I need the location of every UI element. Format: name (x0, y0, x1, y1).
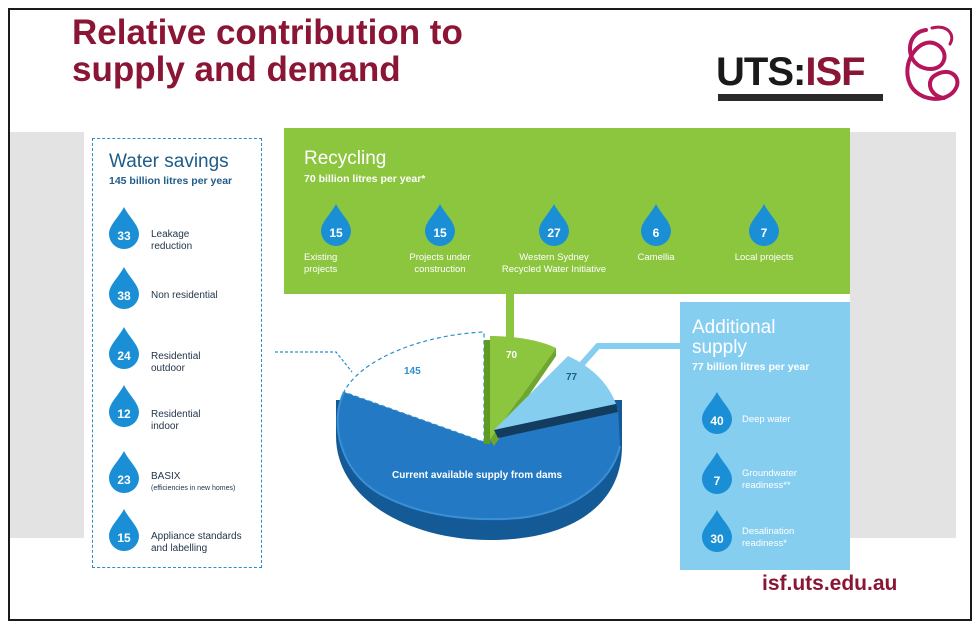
water-drop-icon (109, 207, 139, 249)
savings-label: Appliance standards and labelling (151, 531, 242, 554)
savings-value: 12 (117, 407, 131, 421)
additional-item-desalination: 30 Desalination readiness* (694, 508, 844, 558)
recycling-label: Camellia (637, 252, 675, 263)
recycling-item-local-projects: 7 Local projects (712, 202, 816, 288)
additional-label: Desalination readiness* (742, 526, 795, 549)
water-drop-icon (702, 452, 732, 494)
recycling-item-camellia: 6 Camellia (604, 202, 708, 288)
water-drop-icon (425, 204, 455, 246)
water-savings-title: Water savings (109, 151, 229, 172)
savings-note: (efficiencies in new homes) (151, 485, 236, 492)
savings-value: 24 (117, 349, 131, 363)
savings-item-non-residential: 38 Non residential (107, 265, 257, 315)
savings-value: 23 (117, 473, 131, 487)
dams-label: Current available supply from dams (392, 470, 563, 481)
water-drop-icon (702, 392, 732, 434)
additional-supply-title: Additional supply (692, 317, 776, 358)
logo-isf-text: ISF (805, 50, 865, 94)
logo-tagline-bar (718, 94, 883, 101)
recycling-value: 15 (433, 226, 447, 240)
uts-isf-logo: UTS:ISF (716, 22, 966, 112)
water-drop-icon (109, 385, 139, 427)
additional-supply-panel: Additional supply 77 billion litres per y… (680, 302, 850, 570)
savings-value: 38 (117, 289, 131, 303)
recycling-title: Recycling (304, 148, 387, 169)
additional-value: 40 (710, 414, 724, 428)
title-line-2: supply and demand (72, 50, 401, 89)
water-drop-icon (109, 451, 139, 493)
water-drop-icon (109, 509, 139, 551)
savings-value: 15 (117, 531, 131, 545)
savings-item-appliance-standards: 15 Appliance standards and labelling (107, 507, 257, 557)
recycling-item-existing: 15 Existing projects (284, 202, 388, 288)
savings-label: Residential indoor (151, 409, 201, 432)
water-drop-icon (109, 267, 139, 309)
water-drop-icon (321, 204, 351, 246)
recycling-label: Projects under construction (409, 252, 471, 275)
recycling-item-under-construction: 15 Projects under construction (388, 202, 492, 288)
savings-label: BASIX (efficiencies in new homes) (151, 471, 235, 495)
additional-value: 7 (713, 474, 721, 488)
water-drop-icon (109, 327, 139, 369)
water-drop-icon (539, 204, 569, 246)
savings-value: 33 (117, 229, 131, 243)
savings-pie-value: 145 (404, 366, 421, 377)
savings-item-leakage: 33 Leakage reduction (107, 205, 257, 255)
logo-swirl-icon (905, 25, 960, 101)
additional-label: Deep water (742, 414, 791, 425)
water-drop-icon (702, 510, 732, 552)
additional-label: Groundwater readiness** (742, 468, 797, 491)
savings-label: Residential outdoor (151, 351, 201, 374)
recycling-label: Existing projects (304, 252, 338, 275)
website-url: isf.uts.edu.au (762, 572, 898, 595)
recycling-label: Western Sydney Recycled Water Initiative (501, 252, 607, 275)
additional-pie-value: 77 (566, 372, 578, 383)
water-drop-icon (641, 204, 671, 246)
slide-title: Relative contribution to supply and dema… (72, 14, 463, 88)
savings-label: Non residential (151, 290, 218, 301)
additional-item-deep-water: 40 Deep water (694, 390, 844, 440)
title-line-1: Relative contribution to (72, 13, 463, 52)
savings-label: Leakage reduction (151, 229, 193, 252)
logo-uts-text: UTS: (716, 50, 806, 94)
recycling-label: Local projects (734, 252, 794, 263)
recycling-value: 15 (329, 226, 343, 240)
recycling-item-western-sydney: 27 Western Sydney Recycled Water Initiati… (496, 202, 612, 288)
additional-value: 30 (710, 532, 724, 546)
recycling-panel: Recycling 70 billion litres per year* 15… (284, 128, 850, 294)
logo-wordmark: UTS:ISF (716, 50, 866, 95)
recycling-value: 27 (547, 226, 561, 240)
additional-supply-subtitle: 77 billion litres per year (692, 361, 810, 373)
water-savings-panel: Water savings 145 billion litres per yea… (92, 138, 262, 568)
water-savings-subtitle: 145 billion litres per year (109, 175, 233, 187)
recycling-pie-value: 70 (506, 350, 518, 361)
savings-item-basix: 23 BASIX (efficiencies in new homes) (107, 449, 257, 499)
savings-item-residential-outdoor: 24 Residential outdoor (107, 325, 257, 375)
savings-item-residential-indoor: 12 Residential indoor (107, 383, 257, 433)
recycling-subtitle: 70 billion litres per year* (304, 173, 426, 185)
recycling-value: 7 (760, 226, 768, 240)
water-drop-icon (749, 204, 779, 246)
additional-item-groundwater: 7 Groundwater readiness** (694, 450, 844, 500)
recycling-value: 6 (652, 226, 660, 240)
